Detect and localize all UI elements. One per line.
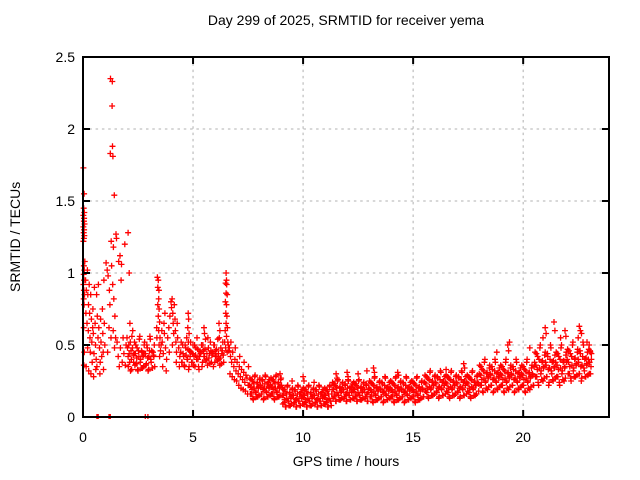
- x-tick-label: 20: [515, 429, 531, 445]
- y-tick-label: 0: [67, 409, 75, 425]
- plot-border: [82, 56, 610, 418]
- x-tick-label: 5: [189, 429, 197, 445]
- x-axis-label: GPS time / hours: [292, 453, 400, 469]
- y-tick-label: 2.5: [56, 49, 76, 65]
- y-tick-label: 1: [67, 265, 75, 281]
- y-tick-label: 2: [67, 121, 75, 137]
- x-tick-label: 15: [405, 429, 421, 445]
- y-tick-label: 0.5: [56, 337, 76, 353]
- x-tick-label: 10: [295, 429, 311, 445]
- y-tick-label: 1.5: [56, 193, 76, 209]
- x-tick-label: 0: [79, 429, 87, 445]
- scatter-points: [80, 75, 595, 419]
- chart-title: Day 299 of 2025, SRMTID for receiver yem…: [207, 12, 485, 28]
